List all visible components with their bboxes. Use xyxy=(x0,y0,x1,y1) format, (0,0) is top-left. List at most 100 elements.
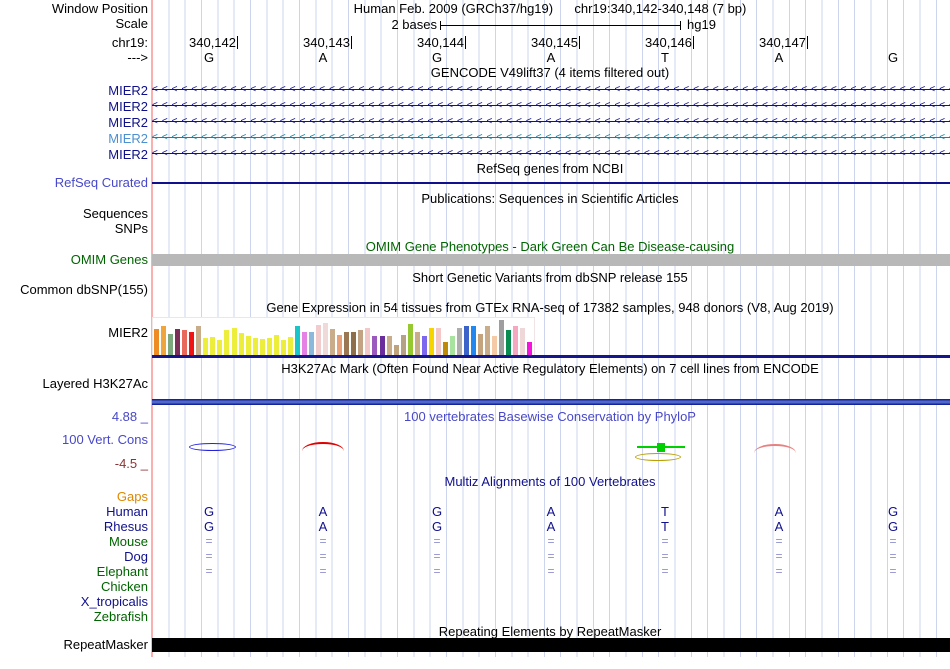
gtex-bar[interactable] xyxy=(513,326,519,355)
gencode-gene-label[interactable]: MIER2 xyxy=(108,99,148,114)
multiz-row-label-rhesus[interactable]: Rhesus xyxy=(103,519,148,534)
gtex-bar[interactable] xyxy=(365,328,371,355)
gtex-bar[interactable] xyxy=(323,323,329,355)
gencode-gene-label[interactable]: MIER2 xyxy=(108,115,148,130)
repeatmasker-track-title[interactable]: Repeating Elements by RepeatMasker xyxy=(438,624,662,639)
gtex-bar[interactable] xyxy=(393,345,399,355)
cons-track-title[interactable]: 100 vertebrates Basewise Conservation by… xyxy=(404,409,696,424)
gtex-bar[interactable] xyxy=(344,332,350,355)
gtex-bar[interactable] xyxy=(400,335,406,355)
gtex-bar[interactable] xyxy=(407,324,413,355)
multiz-base[interactable]: G xyxy=(887,504,899,519)
gtex-bar[interactable] xyxy=(245,336,251,355)
multiz-gap-mark[interactable]: = xyxy=(661,534,669,548)
h3k27ac-track-title[interactable]: H3K27Ac Mark (Often Found Near Active Re… xyxy=(281,361,819,376)
gtex-bar[interactable] xyxy=(386,336,392,355)
repeatmasker-label[interactable]: RepeatMasker xyxy=(63,637,148,652)
multiz-gap-mark[interactable]: = xyxy=(889,534,897,548)
gtex-track-title[interactable]: Gene Expression in 54 tissues from GTEx … xyxy=(266,300,834,315)
multiz-gap-mark[interactable]: = xyxy=(433,564,441,578)
gtex-bar[interactable] xyxy=(294,326,300,355)
gtex-bar[interactable] xyxy=(520,328,526,355)
gtex-bar[interactable] xyxy=(485,326,491,355)
multiz-gap-mark[interactable]: = xyxy=(661,564,669,578)
gtex-bar[interactable] xyxy=(449,336,455,355)
gtex-bar[interactable] xyxy=(189,332,195,355)
multiz-base[interactable]: A xyxy=(774,519,784,534)
cons-positive-bar[interactable] xyxy=(657,443,665,452)
multiz-base[interactable]: A xyxy=(318,519,328,534)
multiz-gap-mark[interactable]: = xyxy=(319,534,327,548)
multiz-base[interactable]: A xyxy=(774,504,784,519)
multiz-base[interactable]: A xyxy=(546,519,556,534)
multiz-gap-mark[interactable]: = xyxy=(205,549,213,563)
gtex-bar[interactable] xyxy=(154,329,159,355)
multiz-base[interactable]: G xyxy=(203,504,215,519)
gtex-bar[interactable] xyxy=(457,328,463,355)
refseq-track-title[interactable]: RefSeq genes from NCBI xyxy=(476,161,624,176)
gtex-bar[interactable] xyxy=(168,334,174,355)
gtex-bar[interactable] xyxy=(309,332,315,355)
gtex-bar[interactable] xyxy=(175,329,181,355)
multiz-gap-mark[interactable]: = xyxy=(547,564,555,578)
gtex-bar[interactable] xyxy=(471,326,477,355)
gtex-bar[interactable] xyxy=(266,338,272,355)
gtex-bar[interactable] xyxy=(273,335,279,355)
multiz-gap-mark[interactable]: = xyxy=(889,564,897,578)
multiz-gap-mark[interactable]: = xyxy=(547,534,555,548)
multiz-base[interactable]: T xyxy=(661,504,669,519)
multiz-row-label-x_tropicalis[interactable]: X_tropicalis xyxy=(80,594,148,609)
multiz-row-label-mouse[interactable]: Mouse xyxy=(108,534,148,549)
multiz-gap-mark[interactable]: = xyxy=(433,534,441,548)
gencode-track-title[interactable]: GENCODE V49lift37 (4 items filtered out) xyxy=(430,65,670,80)
gtex-bar[interactable] xyxy=(492,336,498,355)
gtex-bar[interactable] xyxy=(316,325,322,355)
multiz-base[interactable]: G xyxy=(431,519,443,534)
gtex-bar[interactable] xyxy=(478,334,484,355)
gtex-bar[interactable] xyxy=(203,338,209,355)
multiz-base[interactable]: G xyxy=(203,519,215,534)
gencode-gene-label[interactable]: MIER2 xyxy=(108,131,148,146)
gtex-bar[interactable] xyxy=(280,340,286,355)
multiz-track-title[interactable]: Multiz Alignments of 100 Vertebrates xyxy=(444,474,656,489)
gtex-bar[interactable] xyxy=(330,329,336,355)
gtex-bar[interactable] xyxy=(379,336,385,355)
multiz-gap-mark[interactable]: = xyxy=(205,534,213,548)
gtex-bar[interactable] xyxy=(506,330,512,355)
multiz-gap-mark[interactable]: = xyxy=(433,549,441,563)
multiz-row-label-chicken[interactable]: Chicken xyxy=(101,579,148,594)
refseq-curated-label[interactable]: RefSeq Curated xyxy=(54,175,148,190)
gtex-bar[interactable] xyxy=(337,335,343,355)
gencode-gene-model[interactable]: <<<<<<<<<<<<<<<<<<<<<<<<<<<<<<<<<<<<<<<<… xyxy=(152,146,950,162)
multiz-gap-mark[interactable]: = xyxy=(319,564,327,578)
multiz-gap-mark[interactable]: = xyxy=(775,549,783,563)
publications-snps-label[interactable]: SNPs xyxy=(114,221,148,236)
multiz-base[interactable]: G xyxy=(431,504,443,519)
gtex-bar[interactable] xyxy=(238,333,244,355)
gtex-bar[interactable] xyxy=(358,330,364,355)
gtex-gene-model-line[interactable] xyxy=(152,355,950,358)
cons-arc-mark[interactable] xyxy=(754,444,796,453)
layered-h3k27ac-label[interactable]: Layered H3K27Ac xyxy=(42,376,148,391)
omim-track-title[interactable]: OMIM Gene Phenotypes - Dark Green Can Be… xyxy=(365,239,735,254)
publications-track-title[interactable]: Publications: Sequences in Scientific Ar… xyxy=(421,191,679,206)
repeatmasker-track-bar[interactable] xyxy=(152,638,950,652)
cons-track-label[interactable]: 100 Vert. Cons xyxy=(62,432,148,447)
multiz-row-label-zebrafish[interactable]: Zebrafish xyxy=(93,609,148,624)
multiz-gap-mark[interactable]: = xyxy=(205,564,213,578)
gtex-bar[interactable] xyxy=(210,337,216,355)
gtex-bar[interactable] xyxy=(435,328,441,355)
multiz-row-label-gaps[interactable]: Gaps xyxy=(116,489,148,504)
gtex-bar[interactable] xyxy=(421,336,427,355)
gtex-bar[interactable] xyxy=(428,328,434,355)
gtex-bar[interactable] xyxy=(224,330,230,355)
multiz-gap-mark[interactable]: = xyxy=(775,534,783,548)
multiz-gap-mark[interactable]: = xyxy=(319,549,327,563)
multiz-row-label-elephant[interactable]: Elephant xyxy=(96,564,148,579)
gtex-bar[interactable] xyxy=(301,332,307,355)
gtex-bar[interactable] xyxy=(527,342,533,355)
gtex-bar[interactable] xyxy=(464,326,470,355)
common-dbsnp-label[interactable]: Common dbSNP(155) xyxy=(20,282,148,297)
gtex-bar[interactable] xyxy=(217,340,223,355)
gtex-bar[interactable] xyxy=(442,342,448,355)
